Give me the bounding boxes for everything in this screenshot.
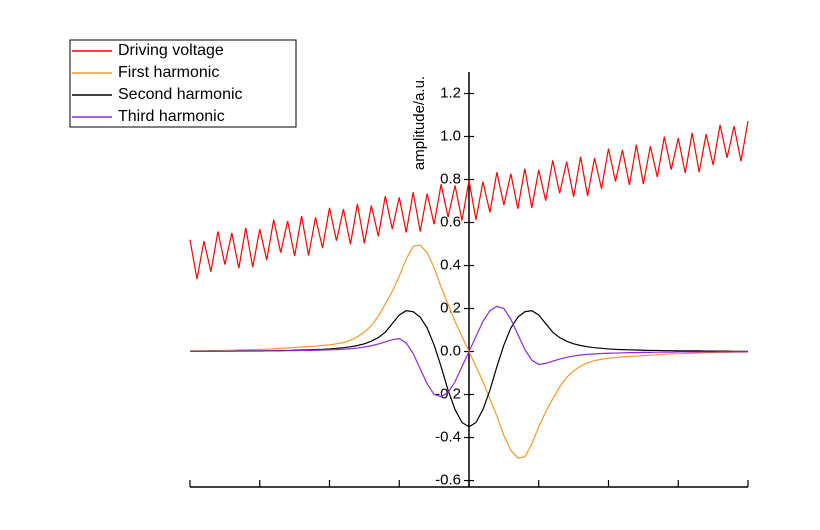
y-tick-label: 1.0 xyxy=(440,127,461,144)
y-tick-label: -0.4 xyxy=(435,429,461,446)
legend-label: Second harmonic xyxy=(118,86,243,103)
y-tick-label: -0.6 xyxy=(435,472,461,489)
y-tick-label: -0.2 xyxy=(435,386,461,403)
y-tick-label: 0.0 xyxy=(440,343,461,360)
legend-label: Driving voltage xyxy=(118,42,224,59)
legend-box xyxy=(69,39,297,128)
legend-label: Third harmonic xyxy=(118,108,225,125)
y-tick-label: 0.4 xyxy=(440,256,461,273)
series-line xyxy=(190,305,748,398)
y-tick-label: 0.2 xyxy=(440,299,461,316)
y-tick-label: 1.2 xyxy=(440,84,461,101)
legend-label: First harmonic xyxy=(118,64,219,81)
y-tick-label: 0.8 xyxy=(440,170,461,187)
y-axis-label: amplitude/a.u. xyxy=(411,76,428,170)
y-tick-label: 0.6 xyxy=(440,213,461,230)
series-line xyxy=(189,120,749,280)
